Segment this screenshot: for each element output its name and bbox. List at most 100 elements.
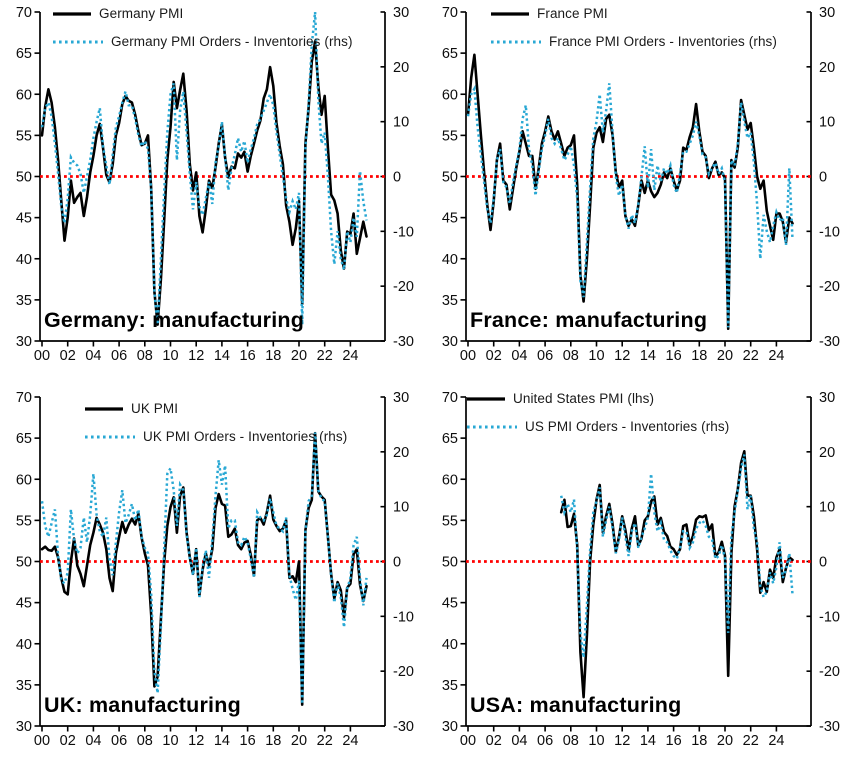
legend-label: United States PMI (lhs) [513,391,655,406]
left-axis-tick-label: 45 [442,596,458,612]
legend-france: France PMI France PMI Orders - Inventori… [490,6,777,49]
x-axis-tick-label: 12 [188,348,204,364]
left-axis-tick-label: 60 [16,472,32,488]
series-orders-inventories [40,11,368,325]
x-axis-tick-label: 10 [162,348,178,364]
x-axis-tick-label: 16 [666,348,682,364]
left-axis-tick-label: 50 [16,555,32,571]
dotted-line-sample-icon [85,435,135,438]
x-axis-tick-label: 06 [111,733,127,749]
left-axis-tick-label: 35 [16,293,32,309]
left-axis-tick-label: 60 [442,472,458,488]
x-axis-tick-label: 22 [743,733,759,749]
x-axis-tick-label: 20 [717,733,733,749]
left-axis-tick-label: 55 [16,513,32,529]
left-axis-tick-label: 45 [16,596,32,612]
solid-line-sample-icon [467,396,505,401]
left-axis-tick-label: 60 [442,87,458,103]
right-axis-tick-label: 0 [819,170,827,186]
axis-lines [465,12,812,342]
left-axis-tick-label: 40 [442,252,458,268]
dotted-line-sample-icon [53,40,103,43]
right-axis-tick-label: 30 [819,5,835,21]
x-axis-tick-label: 12 [614,348,630,364]
x-axis-tick-label: 18 [265,348,281,364]
legend-item-pmi: UK PMI [84,401,347,416]
x-axis-tick-label: 02 [486,733,502,749]
x-axis-tick-label: 14 [640,733,656,749]
right-axis-tick-label: 10 [819,115,835,131]
x-axis-tick-label: 02 [60,733,76,749]
x-axis-tick-label: 16 [666,733,682,749]
x-axis-tick-label: 24 [342,733,358,749]
dotted-line-sample-icon [467,425,517,428]
left-axis-tick-label: 65 [16,431,32,447]
left-axis-tick-label: 45 [442,211,458,227]
axis-lines [39,12,386,342]
right-axis-tick-label: 10 [393,500,409,516]
legend-item-orders: US PMI Orders - Inventories (rhs) [466,419,729,434]
right-axis-tick-label: 30 [393,5,409,21]
chart-corner-title: Germany: manufacturing [44,308,305,332]
left-axis-tick-label: 65 [16,46,32,62]
x-axis-tick-label: 22 [317,348,333,364]
right-axis-tick-label: -30 [393,719,414,735]
left-axis-tick-label: 50 [442,170,458,186]
left-axis-tick-label: 35 [442,678,458,694]
x-axis-tick-label: 14 [214,348,230,364]
right-axis-tick-label: 20 [393,445,409,461]
x-axis-tick-label: 14 [640,348,656,364]
right-axis-tick-label: -20 [819,279,840,295]
right-axis-tick-label: 0 [393,170,401,186]
x-axis-tick-label: 18 [691,348,707,364]
x-axis-tick-label: 24 [342,348,358,364]
x-axis-tick-label: 00 [34,348,50,364]
legend-item-pmi: France PMI [490,6,777,21]
x-axis-tick-label: 20 [291,348,307,364]
left-axis-tick-label: 40 [442,637,458,653]
right-axis-tick-label: -30 [819,334,840,350]
x-axis-tick-label: 06 [111,348,127,364]
x-axis-tick-label: 10 [588,733,604,749]
legend-germany: Germany PMI Germany PMI Orders - Invento… [52,6,353,49]
legend-item-orders: UK PMI Orders - Inventories (rhs) [84,429,347,444]
right-axis-tick-label: 10 [393,115,409,131]
x-axis-tick-label: 20 [291,733,307,749]
x-axis-tick-label: 10 [162,733,178,749]
x-axis-tick-label: 06 [537,733,553,749]
series-orders-inventories [466,83,794,328]
legend-item-orders: France PMI Orders - Inventories (rhs) [490,34,777,49]
left-axis-tick-label: 55 [16,128,32,144]
left-axis-tick-label: 65 [442,431,458,447]
left-axis-tick-label: 30 [16,334,32,350]
x-axis-tick-label: 00 [34,733,50,749]
left-axis-tick-label: 55 [442,128,458,144]
right-axis-tick-label: 0 [393,555,401,571]
left-axis-tick-label: 70 [442,5,458,21]
chart-corner-title: France: manufacturing [470,308,708,332]
solid-line-sample-icon [491,11,529,16]
legend-label: UK PMI [131,401,179,416]
left-axis-tick-label: 60 [16,87,32,103]
left-axis-tick-label: 55 [442,513,458,529]
chart-corner-title: UK: manufacturing [44,693,241,717]
x-axis-tick-label: 08 [137,348,153,364]
series-pmi [466,53,794,330]
panel-uk: 30 35 40 45 50 55 60 65 70 -30 -20 -10 0 10 20 30 00 02 04… [0,385,426,770]
axis-lines [39,397,386,727]
right-axis-tick-label: -30 [819,719,840,735]
right-axis-tick-label: 20 [393,60,409,76]
x-axis-tick-label: 14 [214,733,230,749]
right-axis-tick-label: -10 [819,609,840,625]
panel-france: 30 35 40 45 50 55 60 65 70 -30 -20 -10 0 10 20 30 00 02 04… [426,0,852,385]
right-axis-tick-label: -20 [393,279,414,295]
right-axis-tick-label: -20 [819,664,840,680]
left-axis-tick-label: 50 [16,170,32,186]
left-axis-tick-label: 50 [442,555,458,571]
right-axis-tick-label: -10 [819,224,840,240]
